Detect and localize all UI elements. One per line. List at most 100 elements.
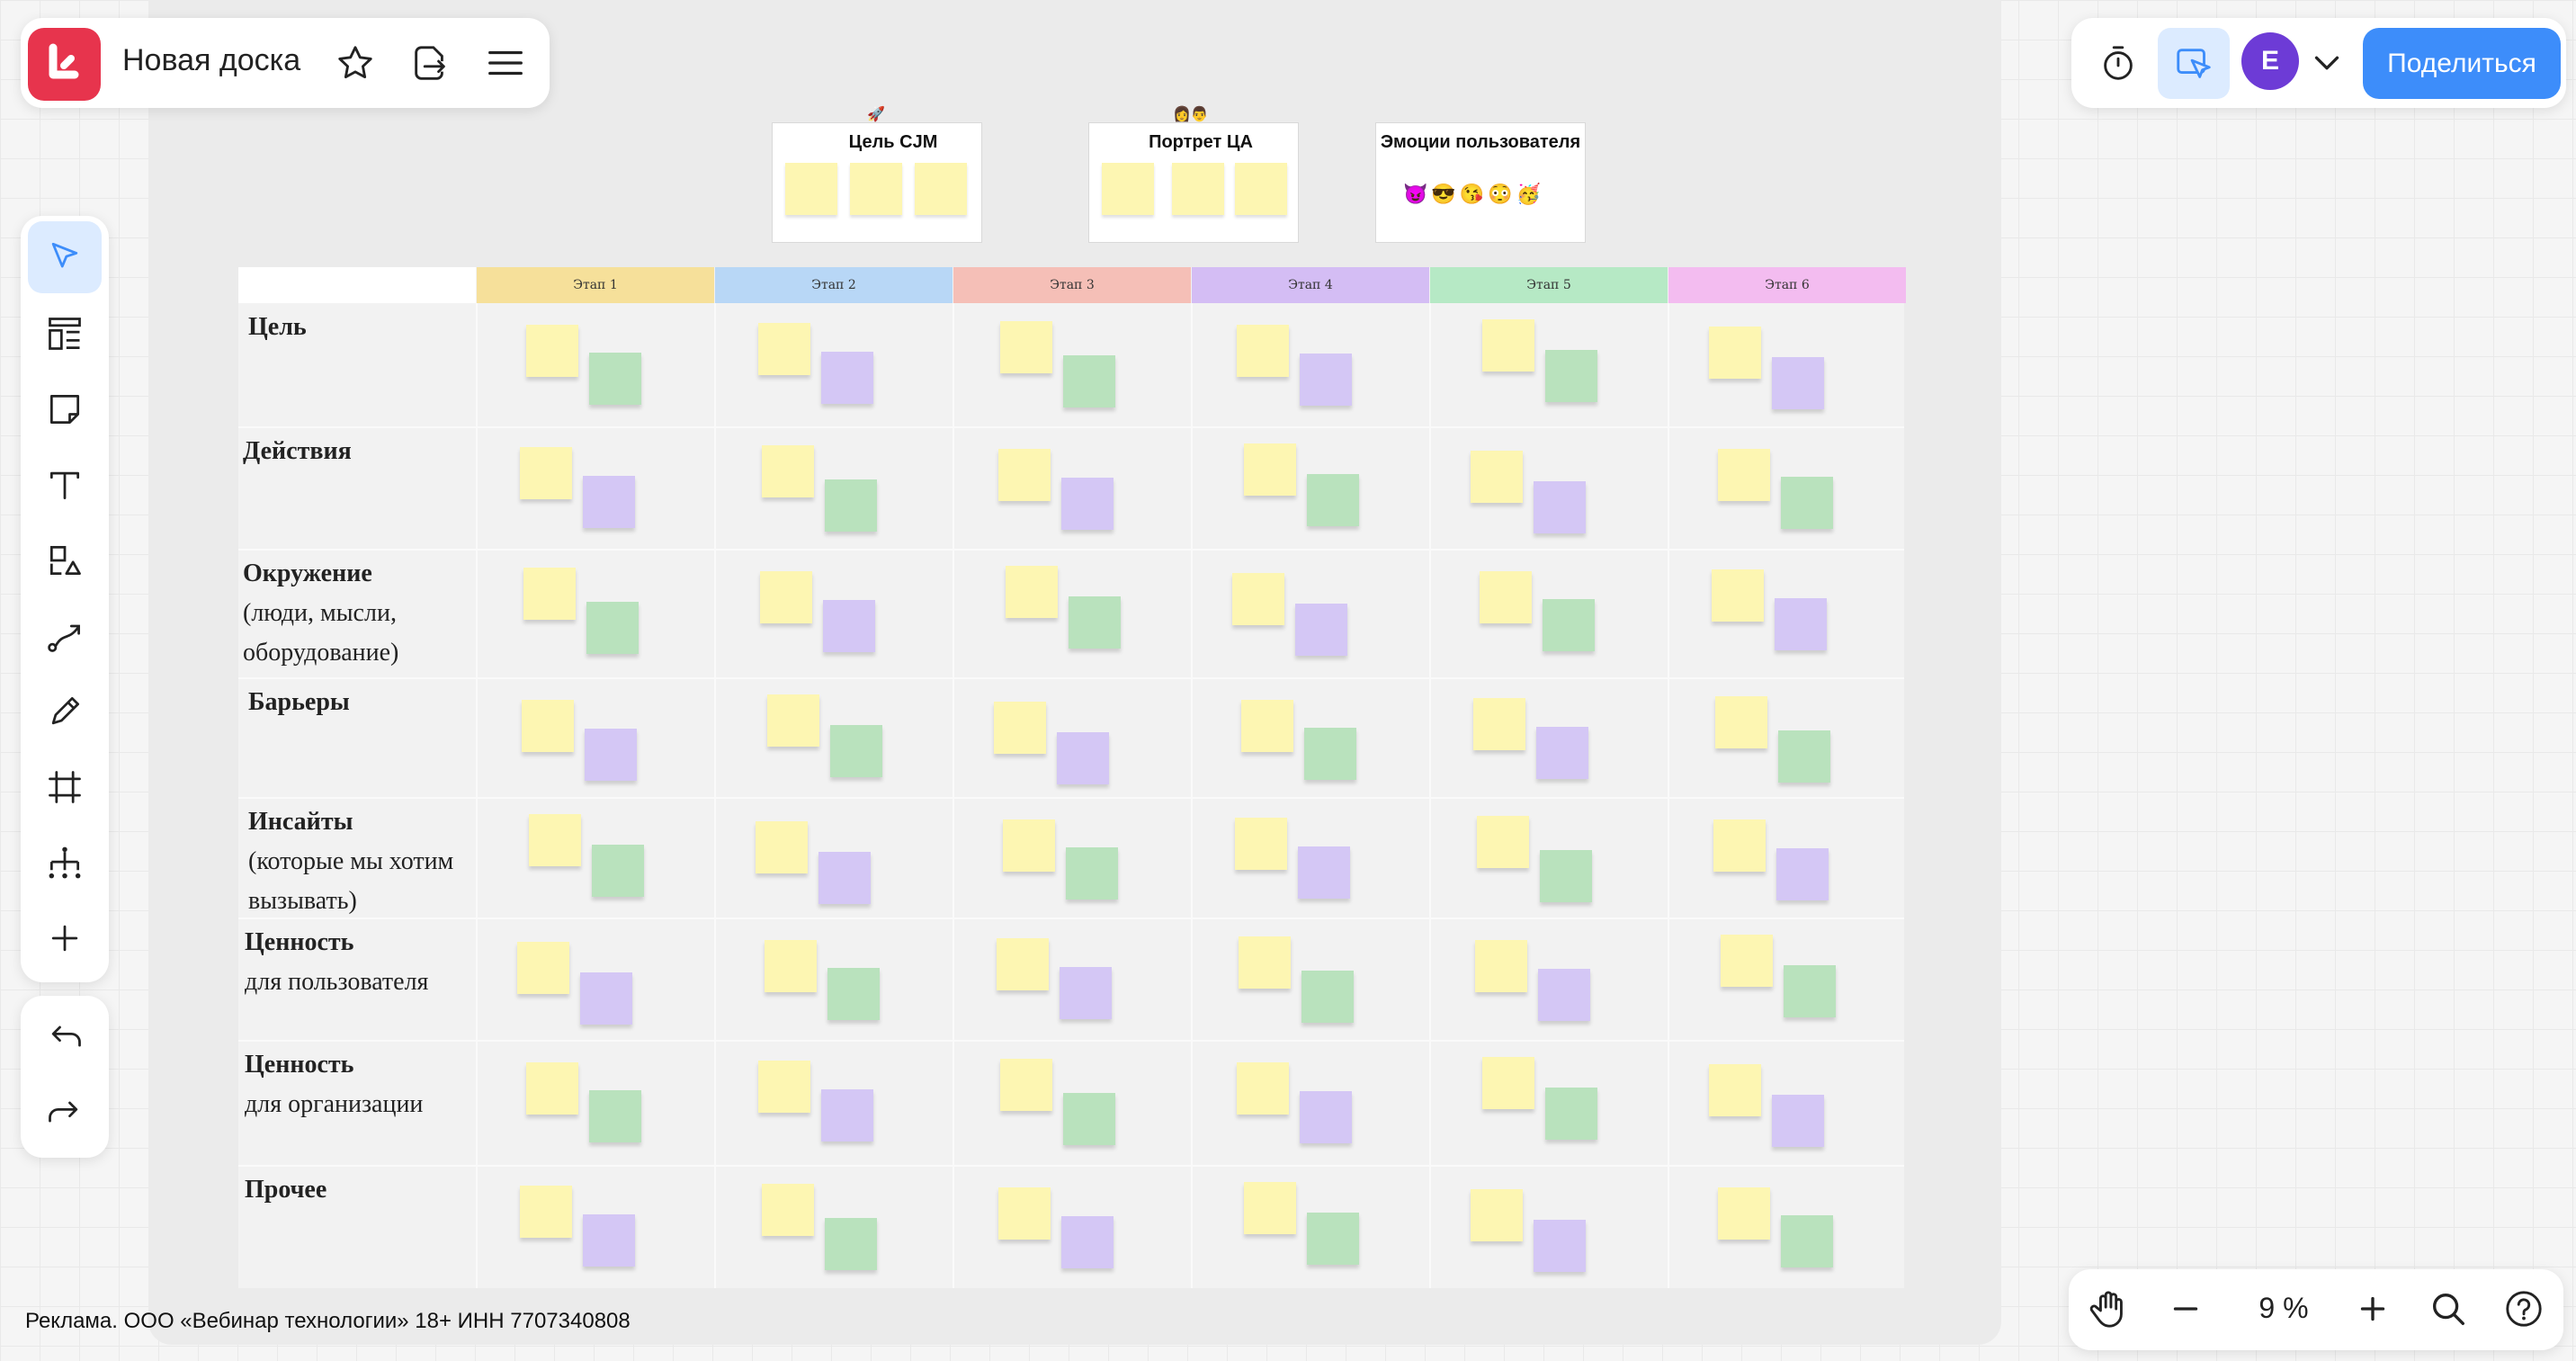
sticky-note-purple[interactable]	[1060, 967, 1112, 1019]
star-icon[interactable]	[328, 36, 382, 90]
sticky-note[interactable]	[1235, 163, 1287, 215]
sticky-note-yellow[interactable]	[1721, 935, 1773, 987]
sticky-note-yellow[interactable]	[998, 449, 1051, 501]
sticky-note-yellow[interactable]	[1709, 1064, 1761, 1116]
hamburger-icon[interactable]	[479, 36, 532, 90]
sticky-note-purple[interactable]	[1536, 727, 1588, 779]
sticky-note-yellow[interactable]	[523, 568, 576, 620]
card-user-emotions[interactable]: Эмоции пользователя 😈😎😘😳🥳	[1375, 122, 1586, 243]
search-icon[interactable]	[2421, 1282, 2475, 1336]
sticky-note-yellow[interactable]	[756, 821, 808, 873]
user-avatar[interactable]: E	[2241, 32, 2299, 90]
sticky-note-yellow[interactable]	[762, 445, 814, 497]
timer-icon[interactable]	[2091, 36, 2145, 90]
sticky-note-purple[interactable]	[1775, 598, 1827, 650]
sticky-note-yellow[interactable]	[762, 1184, 814, 1236]
sticky-note-purple[interactable]	[1057, 732, 1109, 784]
sticky-note-yellow[interactable]	[998, 1187, 1051, 1240]
sticky-note-green[interactable]	[589, 353, 641, 405]
sticky-note-yellow[interactable]	[1718, 449, 1770, 501]
sticky-note-purple[interactable]	[821, 1089, 873, 1142]
sticky-note-purple[interactable]	[580, 972, 632, 1025]
sticky-note-yellow[interactable]	[522, 700, 574, 752]
sticky-note-yellow[interactable]	[1712, 569, 1764, 622]
sticky-note-yellow[interactable]	[760, 571, 812, 623]
sticky-note-green[interactable]	[1063, 1093, 1115, 1145]
sticky-note-yellow[interactable]	[1482, 319, 1534, 372]
sticky-note-tool[interactable]	[28, 373, 102, 445]
sticky-note-yellow[interactable]	[1709, 327, 1761, 379]
sticky-note-yellow[interactable]	[1482, 1057, 1534, 1109]
sticky-note-green[interactable]	[1301, 971, 1354, 1023]
sticky-note-purple[interactable]	[1298, 846, 1350, 899]
sticky-note-purple[interactable]	[821, 352, 873, 404]
sticky-note-yellow[interactable]	[1471, 1189, 1523, 1241]
chevron-down-icon[interactable]	[2300, 36, 2354, 90]
sticky-note-yellow[interactable]	[1244, 1182, 1296, 1234]
sticky-note-purple[interactable]	[1772, 1095, 1824, 1147]
sticky-note-yellow[interactable]	[1713, 819, 1766, 872]
templates-tool[interactable]	[28, 298, 102, 370]
sticky-note-green[interactable]	[1540, 850, 1592, 902]
sticky-note-yellow[interactable]	[1471, 451, 1523, 503]
sticky-note-purple[interactable]	[585, 729, 637, 781]
redo-button[interactable]	[28, 1077, 102, 1149]
sticky-note-yellow[interactable]	[994, 702, 1046, 754]
pen-tool[interactable]	[28, 676, 102, 748]
sticky-note-green[interactable]	[825, 479, 877, 532]
sticky-note-yellow[interactable]	[1000, 1059, 1052, 1111]
sticky-note-green[interactable]	[586, 602, 639, 654]
sticky-note-green[interactable]	[1304, 728, 1356, 780]
sticky-note-yellow[interactable]	[529, 814, 581, 866]
row-label[interactable]: Инсайты (которые мы хотим вызывать)	[248, 802, 453, 921]
sticky-note-purple[interactable]	[1538, 969, 1590, 1021]
sticky-note-purple[interactable]	[1776, 848, 1829, 900]
row-label[interactable]: Цель	[248, 308, 307, 347]
card-cjm-goal[interactable]: 🚀 Цель CJM	[772, 107, 982, 243]
sticky-note-yellow[interactable]	[1235, 818, 1287, 870]
zoom-out-icon[interactable]	[2159, 1282, 2213, 1336]
sticky-note-green[interactable]	[1545, 1088, 1597, 1140]
board-title[interactable]: Новая доска	[122, 43, 301, 77]
shapes-tool[interactable]	[28, 524, 102, 596]
sticky-note[interactable]	[915, 163, 967, 215]
sticky-note-yellow[interactable]	[1003, 819, 1055, 872]
stage-header[interactable]: Этап 4	[1192, 267, 1429, 303]
row-label[interactable]: Ценность для организации	[245, 1045, 423, 1124]
sticky-note[interactable]	[1102, 163, 1154, 215]
sticky-note-yellow[interactable]	[520, 447, 572, 499]
row-label[interactable]: Ценность для пользователя	[245, 923, 428, 1002]
sticky-note-purple[interactable]	[1772, 357, 1824, 409]
sticky-note-yellow[interactable]	[1475, 940, 1527, 992]
sticky-note-yellow[interactable]	[526, 325, 578, 377]
sticky-note-green[interactable]	[1781, 1215, 1833, 1267]
sticky-note-purple[interactable]	[1061, 478, 1114, 530]
sticky-note-yellow[interactable]	[1237, 1062, 1289, 1115]
stage-header[interactable]: Этап 1	[477, 267, 714, 303]
sticky-note-yellow[interactable]	[1473, 698, 1525, 750]
sticky-note-purple[interactable]	[1061, 1216, 1114, 1268]
sticky-note-green[interactable]	[1784, 965, 1836, 1017]
sticky-note-yellow[interactable]	[1718, 1187, 1770, 1240]
stage-header[interactable]: Этап 3	[953, 267, 1191, 303]
sticky-note-purple[interactable]	[1300, 1091, 1352, 1143]
sticky-note-green[interactable]	[830, 725, 882, 777]
sticky-note-yellow[interactable]	[526, 1062, 578, 1115]
row-label[interactable]: Прочее	[245, 1170, 326, 1210]
sticky-note-yellow[interactable]	[1244, 443, 1296, 496]
card-audience-portrait[interactable]: 👩👨 Портрет ЦА	[1088, 107, 1299, 243]
sticky-note-green[interactable]	[1545, 350, 1597, 402]
sticky-note-green[interactable]	[1069, 596, 1121, 649]
sticky-note-yellow[interactable]	[767, 694, 819, 747]
sticky-note-yellow[interactable]	[758, 323, 810, 375]
sticky-note-yellow[interactable]	[1239, 936, 1291, 989]
sticky-note-yellow[interactable]	[758, 1061, 810, 1113]
sticky-note-purple[interactable]	[1295, 604, 1347, 656]
sticky-note-green[interactable]	[1066, 847, 1118, 900]
sticky-note[interactable]	[850, 163, 902, 215]
sticky-note-purple[interactable]	[1534, 481, 1586, 533]
sticky-note-yellow[interactable]	[1006, 566, 1058, 618]
sticky-note-purple[interactable]	[1300, 354, 1352, 406]
sticky-note-green[interactable]	[825, 1218, 877, 1270]
zoom-in-icon[interactable]	[2346, 1282, 2400, 1336]
